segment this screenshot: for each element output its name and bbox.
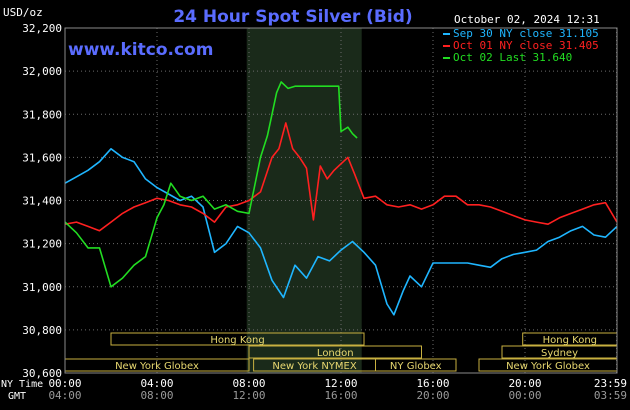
x-tick-label-gmt: 04:00 [48, 389, 81, 402]
session-label: New York Globex [115, 361, 199, 372]
session-label: NY Globex [390, 361, 442, 372]
y-tick-label: 31,600 [22, 151, 62, 164]
x-tick-label-ny: 16:00 [416, 377, 449, 390]
y-tick-label: 32,200 [22, 22, 62, 35]
y-axis-unit-label: USD/oz [3, 6, 43, 19]
x-tick-label-gmt: 12:00 [232, 389, 265, 402]
plot-frame [64, 27, 618, 374]
session-label: New York Globex [506, 361, 590, 372]
session-bar [110, 332, 365, 346]
x-tick-label-gmt: 20:00 [416, 389, 449, 402]
series-line-0 [64, 148, 618, 316]
y-tick-label: 31,800 [22, 108, 62, 121]
y-tick-label: 32,000 [22, 65, 62, 78]
series-line-2 [64, 81, 358, 288]
y-tick-label: 30,800 [22, 324, 62, 337]
legend-oct02: Oct 02 Last 31.640 [453, 51, 572, 64]
gmt-label: GMT [8, 391, 26, 402]
ny-time-label: NY Time [1, 379, 43, 390]
x-tick-label-gmt: 03:59 [594, 389, 627, 402]
series-line-1 [64, 122, 618, 232]
session-bar [375, 358, 457, 372]
x-tick-label-ny: 08:00 [232, 377, 265, 390]
legend-sep30: Sep 30 NY close 31.105 [453, 27, 599, 40]
website-label: www.kitco.com [68, 40, 213, 60]
legend-oct01: Oct 01 NY close 31.405 [453, 39, 599, 52]
x-tick-label-gmt: 08:00 [140, 389, 173, 402]
y-tick-label: 30,600 [22, 367, 62, 380]
session-label: London [317, 348, 354, 359]
session-label: Hong Kong [543, 335, 597, 346]
legend: Sep 30 NY close 31.105 Oct 01 NY close 3… [443, 27, 599, 64]
y-tick-label: 31,200 [22, 238, 62, 251]
x-tick-label-gmt: 00:00 [508, 389, 541, 402]
session-label: Sydney [541, 348, 578, 359]
x-tick-label-ny: 23:59 [594, 377, 627, 390]
y-tick-label: 31,400 [22, 195, 62, 208]
x-tick-label-gmt: 16:00 [324, 389, 357, 402]
session-label: New York NYMEX [272, 361, 357, 372]
x-tick-label-ny: 12:00 [324, 377, 357, 390]
x-tick-label-ny: 20:00 [508, 377, 541, 390]
y-tick-label: 31,000 [22, 281, 62, 294]
session-label: Hong Kong [210, 335, 264, 346]
chart-title: 24 Hour Spot Silver (Bid) [173, 7, 412, 27]
nymex-highlight-band [246, 28, 362, 373]
session-bar [248, 345, 422, 359]
x-tick-label-ny: 04:00 [140, 377, 173, 390]
x-tick-label-ny: 00:00 [48, 377, 81, 390]
date-label: October 02, 2024 12:31 [454, 13, 600, 26]
